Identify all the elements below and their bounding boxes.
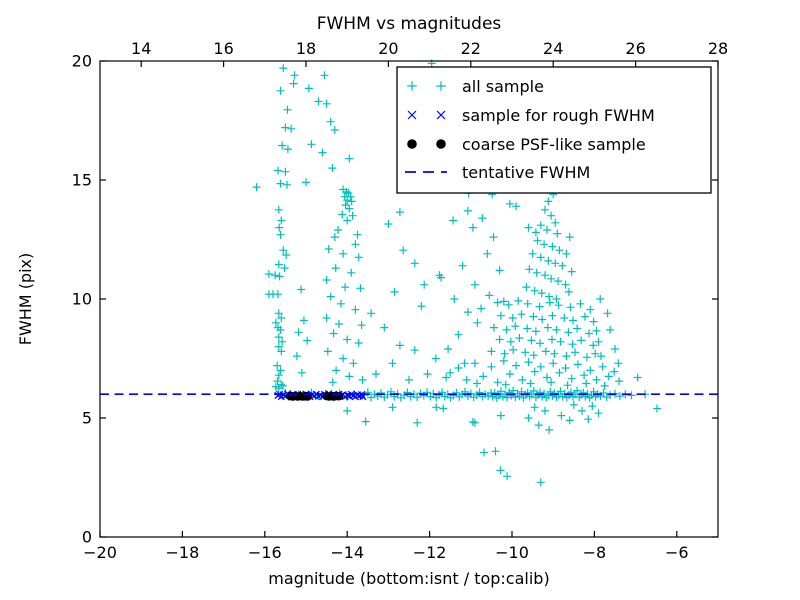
- legend: all sample sample for rough FWHM coarse …: [396, 66, 712, 194]
- y-tick-label: 15: [72, 171, 92, 190]
- x-tick-label-bottom: −20: [83, 543, 117, 562]
- axis-layer: −20 −18 −16 −14 −12 −10 −8 −6 14 16 18 20 22 24 26 28 0 5…: [72, 39, 729, 562]
- legend-label-coarse-psf: coarse PSF-like sample: [462, 135, 646, 154]
- y-tick-label: 5: [82, 409, 92, 428]
- legend-label-tentative-fwhm: tentative FWHM: [462, 163, 590, 182]
- x-tick-label-top: 18: [296, 39, 316, 58]
- x-tick-label-bottom: −12: [413, 543, 447, 562]
- x-tick-label-bottom: −6: [665, 543, 689, 562]
- x-tick-label-top: 26: [625, 39, 645, 58]
- legend-marker-plus-icon: [407, 81, 446, 91]
- legend-markers: [405, 81, 447, 173]
- marker-layer: [100, 59, 718, 487]
- y-axis-label: FWHM (pix): [16, 253, 35, 346]
- y-tick-label: 10: [72, 290, 92, 309]
- chart-title: FWHM vs magnitudes: [317, 14, 502, 34]
- x-axis-label: magnitude (bottom:isnt / top:calib): [268, 569, 549, 588]
- legend-marker-circle-icon: [407, 139, 446, 149]
- x-tick-label-bottom: −14: [330, 543, 364, 562]
- x-tick-label-bottom: −18: [166, 543, 200, 562]
- plot-border: [99, 60, 719, 538]
- x-tick-label-top: 14: [131, 39, 151, 58]
- x-tick-label-top: 22: [461, 39, 481, 58]
- legend-marker-x-icon: [407, 110, 446, 120]
- x-tick-label-bottom: −16: [248, 543, 282, 562]
- x-tick-label-top: 16: [213, 39, 233, 58]
- x-tick-label-top: 28: [708, 39, 728, 58]
- x-tick-label-bottom: −10: [495, 543, 529, 562]
- legend-box: [396, 66, 712, 194]
- x-tick-label-top: 24: [543, 39, 563, 58]
- legend-label-rough-fwhm: sample for rough FWHM: [462, 106, 655, 125]
- x-tick-label-bottom: −8: [583, 543, 607, 562]
- series-all-sample: [252, 59, 661, 487]
- x-tick-label-top: 20: [378, 39, 398, 58]
- legend-label-all-sample: all sample: [462, 77, 544, 96]
- y-tick-label: 0: [82, 528, 92, 547]
- y-tick-label: 20: [72, 52, 92, 71]
